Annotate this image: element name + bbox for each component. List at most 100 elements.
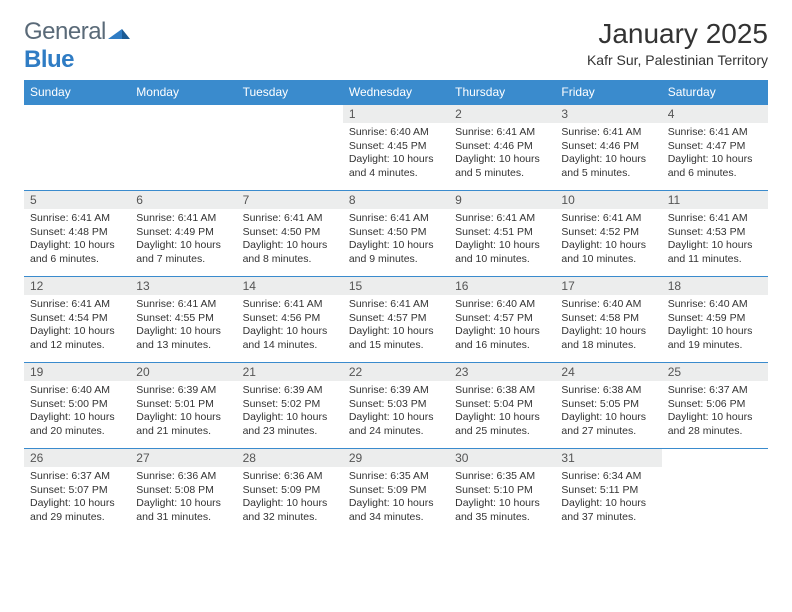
daylight-text: Daylight: 10 hours and 5 minutes.	[455, 153, 549, 180]
sunrise-text: Sunrise: 6:41 AM	[455, 126, 549, 140]
calendar-day-cell: 19Sunrise: 6:40 AMSunset: 5:00 PMDayligh…	[24, 363, 130, 449]
calendar-day-cell: 27Sunrise: 6:36 AMSunset: 5:08 PMDayligh…	[130, 449, 236, 535]
sunset-text: Sunset: 4:52 PM	[561, 226, 655, 240]
sunset-text: Sunset: 5:02 PM	[243, 398, 337, 412]
title-block: January 2025 Kafr Sur, Palestinian Terri…	[587, 18, 768, 68]
location: Kafr Sur, Palestinian Territory	[587, 52, 768, 68]
calendar-day-cell: 15Sunrise: 6:41 AMSunset: 4:57 PMDayligh…	[343, 277, 449, 363]
calendar-week-row: 5Sunrise: 6:41 AMSunset: 4:48 PMDaylight…	[24, 191, 768, 277]
day-details: Sunrise: 6:38 AMSunset: 5:05 PMDaylight:…	[555, 381, 661, 443]
daylight-text: Daylight: 10 hours and 16 minutes.	[455, 325, 549, 352]
day-details: Sunrise: 6:40 AMSunset: 4:57 PMDaylight:…	[449, 295, 555, 357]
day-number: 11	[662, 191, 768, 209]
calendar-day-cell: 2Sunrise: 6:41 AMSunset: 4:46 PMDaylight…	[449, 105, 555, 191]
sunrise-text: Sunrise: 6:34 AM	[561, 470, 655, 484]
daylight-text: Daylight: 10 hours and 10 minutes.	[455, 239, 549, 266]
calendar-day-cell	[662, 449, 768, 535]
day-details: Sunrise: 6:40 AMSunset: 5:00 PMDaylight:…	[24, 381, 130, 443]
day-number: 30	[449, 449, 555, 467]
day-details: Sunrise: 6:35 AMSunset: 5:09 PMDaylight:…	[343, 467, 449, 529]
calendar-week-row: 19Sunrise: 6:40 AMSunset: 5:00 PMDayligh…	[24, 363, 768, 449]
sunset-text: Sunset: 4:56 PM	[243, 312, 337, 326]
sunrise-text: Sunrise: 6:40 AM	[455, 298, 549, 312]
day-details: Sunrise: 6:41 AMSunset: 4:46 PMDaylight:…	[555, 123, 661, 185]
sunset-text: Sunset: 5:04 PM	[455, 398, 549, 412]
logo-mark-icon	[108, 18, 130, 46]
day-number: 6	[130, 191, 236, 209]
weekday-header: Sunday	[24, 80, 130, 105]
daylight-text: Daylight: 10 hours and 8 minutes.	[243, 239, 337, 266]
calendar-day-cell: 31Sunrise: 6:34 AMSunset: 5:11 PMDayligh…	[555, 449, 661, 535]
day-details: Sunrise: 6:37 AMSunset: 5:06 PMDaylight:…	[662, 381, 768, 443]
day-details: Sunrise: 6:36 AMSunset: 5:09 PMDaylight:…	[237, 467, 343, 529]
calendar-day-cell: 29Sunrise: 6:35 AMSunset: 5:09 PMDayligh…	[343, 449, 449, 535]
sunrise-text: Sunrise: 6:41 AM	[30, 298, 124, 312]
sunrise-text: Sunrise: 6:41 AM	[349, 212, 443, 226]
sunrise-text: Sunrise: 6:41 AM	[561, 126, 655, 140]
daylight-text: Daylight: 10 hours and 28 minutes.	[668, 411, 762, 438]
calendar-day-cell: 20Sunrise: 6:39 AMSunset: 5:01 PMDayligh…	[130, 363, 236, 449]
daylight-text: Daylight: 10 hours and 6 minutes.	[30, 239, 124, 266]
sunrise-text: Sunrise: 6:40 AM	[30, 384, 124, 398]
calendar-day-cell	[237, 105, 343, 191]
day-details: Sunrise: 6:41 AMSunset: 4:50 PMDaylight:…	[343, 209, 449, 271]
calendar-day-cell: 6Sunrise: 6:41 AMSunset: 4:49 PMDaylight…	[130, 191, 236, 277]
sunset-text: Sunset: 4:46 PM	[561, 140, 655, 154]
day-details: Sunrise: 6:41 AMSunset: 4:56 PMDaylight:…	[237, 295, 343, 357]
calendar-day-cell: 12Sunrise: 6:41 AMSunset: 4:54 PMDayligh…	[24, 277, 130, 363]
calendar-day-cell: 1Sunrise: 6:40 AMSunset: 4:45 PMDaylight…	[343, 105, 449, 191]
daylight-text: Daylight: 10 hours and 25 minutes.	[455, 411, 549, 438]
sunrise-text: Sunrise: 6:41 AM	[243, 298, 337, 312]
sunrise-text: Sunrise: 6:35 AM	[455, 470, 549, 484]
sunrise-text: Sunrise: 6:40 AM	[561, 298, 655, 312]
calendar-week-row: 1Sunrise: 6:40 AMSunset: 4:45 PMDaylight…	[24, 105, 768, 191]
sunrise-text: Sunrise: 6:41 AM	[668, 212, 762, 226]
day-number: 10	[555, 191, 661, 209]
day-details: Sunrise: 6:35 AMSunset: 5:10 PMDaylight:…	[449, 467, 555, 529]
day-details: Sunrise: 6:38 AMSunset: 5:04 PMDaylight:…	[449, 381, 555, 443]
weekday-header: Saturday	[662, 80, 768, 105]
sunrise-text: Sunrise: 6:38 AM	[455, 384, 549, 398]
daylight-text: Daylight: 10 hours and 4 minutes.	[349, 153, 443, 180]
sunrise-text: Sunrise: 6:35 AM	[349, 470, 443, 484]
day-number: 2	[449, 105, 555, 123]
sunrise-text: Sunrise: 6:38 AM	[561, 384, 655, 398]
day-details: Sunrise: 6:41 AMSunset: 4:51 PMDaylight:…	[449, 209, 555, 271]
sunset-text: Sunset: 5:01 PM	[136, 398, 230, 412]
day-number: 31	[555, 449, 661, 467]
sunset-text: Sunset: 5:10 PM	[455, 484, 549, 498]
calendar-day-cell: 7Sunrise: 6:41 AMSunset: 4:50 PMDaylight…	[237, 191, 343, 277]
logo-text-general: General	[24, 18, 106, 45]
logo-text-blue: Blue	[24, 46, 74, 73]
calendar-day-cell	[24, 105, 130, 191]
sunset-text: Sunset: 5:11 PM	[561, 484, 655, 498]
weekday-header: Friday	[555, 80, 661, 105]
day-number: 28	[237, 449, 343, 467]
daylight-text: Daylight: 10 hours and 23 minutes.	[243, 411, 337, 438]
sunset-text: Sunset: 4:59 PM	[668, 312, 762, 326]
day-number: 22	[343, 363, 449, 381]
sunset-text: Sunset: 4:45 PM	[349, 140, 443, 154]
month-title: January 2025	[587, 18, 768, 50]
calendar-day-cell: 16Sunrise: 6:40 AMSunset: 4:57 PMDayligh…	[449, 277, 555, 363]
sunrise-text: Sunrise: 6:36 AM	[243, 470, 337, 484]
calendar-day-cell: 4Sunrise: 6:41 AMSunset: 4:47 PMDaylight…	[662, 105, 768, 191]
sunrise-text: Sunrise: 6:41 AM	[668, 126, 762, 140]
sunset-text: Sunset: 4:49 PM	[136, 226, 230, 240]
sunrise-text: Sunrise: 6:36 AM	[136, 470, 230, 484]
daylight-text: Daylight: 10 hours and 5 minutes.	[561, 153, 655, 180]
calendar-day-cell: 23Sunrise: 6:38 AMSunset: 5:04 PMDayligh…	[449, 363, 555, 449]
daylight-text: Daylight: 10 hours and 10 minutes.	[561, 239, 655, 266]
sunrise-text: Sunrise: 6:39 AM	[243, 384, 337, 398]
sunset-text: Sunset: 5:03 PM	[349, 398, 443, 412]
calendar-day-cell: 14Sunrise: 6:41 AMSunset: 4:56 PMDayligh…	[237, 277, 343, 363]
day-number: 27	[130, 449, 236, 467]
weekday-header-row: Sunday Monday Tuesday Wednesday Thursday…	[24, 80, 768, 105]
sunset-text: Sunset: 4:50 PM	[243, 226, 337, 240]
day-number: 5	[24, 191, 130, 209]
sunset-text: Sunset: 4:51 PM	[455, 226, 549, 240]
header: General Blue January 2025 Kafr Sur, Pale…	[24, 18, 768, 74]
sunset-text: Sunset: 4:57 PM	[349, 312, 443, 326]
sunset-text: Sunset: 4:47 PM	[668, 140, 762, 154]
sunset-text: Sunset: 4:54 PM	[30, 312, 124, 326]
